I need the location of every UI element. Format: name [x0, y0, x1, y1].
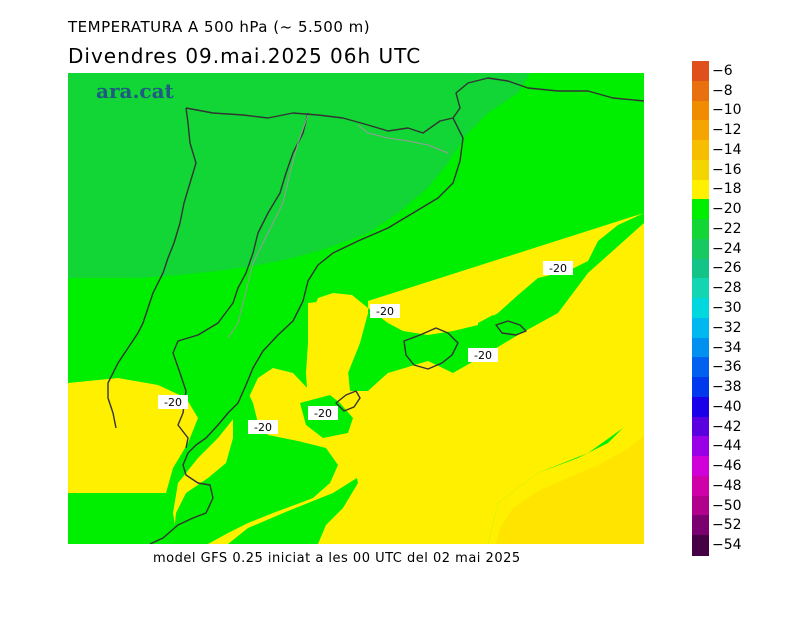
colorbar-label: −44 — [712, 438, 742, 455]
colorbar-segment — [692, 258, 709, 279]
colorbar-label: −8 — [712, 82, 733, 99]
contour-label-box — [308, 406, 338, 420]
colorbar-label: −54 — [712, 537, 742, 554]
temp-lobe-green — [173, 388, 338, 544]
border-north — [107, 107, 197, 429]
temp-band-18-16 — [496, 435, 644, 544]
colorbar-segment — [692, 495, 709, 517]
border-aragon — [227, 114, 309, 339]
contour-label: -20 — [314, 407, 332, 420]
temp-band-24-22 — [68, 73, 530, 278]
colorbar-label: −10 — [712, 102, 742, 119]
colorbar-segment — [692, 100, 709, 121]
temperature-map: -20 -20 -20 -20 -20 -20 ara.cat — [68, 73, 644, 544]
colorbar-label: −30 — [712, 300, 742, 316]
colorbar-segment — [692, 61, 709, 82]
colorbar-segment — [692, 238, 709, 260]
colorbar — [692, 61, 709, 556]
colorbar-label: −42 — [712, 418, 742, 435]
colorbar-segment — [692, 140, 709, 161]
coastline-north — [185, 77, 644, 134]
island-mallorca — [403, 327, 459, 370]
map-title: TEMPERATURA A 500 hPa (~ 5.500 m) — [68, 18, 371, 36]
colorbar-segment — [692, 179, 709, 200]
colorbar-label: −16 — [712, 161, 742, 178]
colorbar-label: −52 — [712, 517, 742, 534]
contour-label-box — [468, 348, 498, 362]
colorbar-segment — [692, 416, 709, 438]
colorbar-segment — [692, 337, 709, 358]
contour-labels: -20 -20 -20 -20 -20 -20 — [158, 261, 573, 434]
contour-label: -20 — [474, 349, 492, 362]
model-footer: model GFS 0.25 iniciat a les 00 UTC del … — [153, 551, 521, 566]
contour-label-box — [248, 420, 278, 434]
colorbar-label: −46 — [712, 458, 742, 475]
island-ibiza — [335, 390, 361, 412]
colorbar-label: −18 — [712, 181, 742, 198]
colorbar-segment — [692, 456, 709, 477]
colorbar-segment — [692, 317, 709, 339]
colorbar-label: −20 — [712, 201, 742, 218]
colorbar-segment — [692, 159, 709, 181]
colorbar-label: −38 — [712, 379, 742, 396]
colorbar-segment — [692, 120, 709, 141]
colorbar-segment — [692, 535, 709, 556]
colorbar-segment — [692, 199, 709, 220]
colorbar-segment — [692, 278, 709, 299]
colorbar-segment — [692, 219, 709, 240]
colorbar-label: −12 — [712, 122, 742, 139]
region-borders — [227, 114, 449, 339]
contour-label-box — [543, 261, 573, 275]
colorbar-label: −6 — [712, 62, 733, 79]
colorbar-label: −22 — [712, 220, 742, 237]
colorbar-segment — [692, 475, 709, 497]
contour-label: -20 — [254, 421, 272, 434]
contour-label: -20 — [376, 305, 394, 318]
temp-band-20-18-east — [488, 213, 644, 544]
contour-label-box — [158, 395, 188, 409]
contour-label: -20 — [164, 396, 182, 409]
colorbar-label: −40 — [712, 398, 742, 415]
colorbar-segment — [692, 298, 709, 319]
ara-cat-logo: ara.cat — [96, 79, 175, 103]
colorbar-label: −36 — [712, 359, 742, 376]
temp-band-20-18-center — [306, 223, 644, 544]
colorbar-label: −32 — [712, 319, 742, 336]
colorbar-segment — [692, 80, 709, 102]
border-catalonia — [357, 124, 449, 154]
colorbar-segment — [692, 357, 709, 378]
contour-label: -20 — [549, 262, 567, 275]
colorbar-segment — [692, 436, 709, 457]
colorbar-segment — [692, 377, 709, 398]
colorbar-segment — [692, 396, 709, 418]
colorbar-label: −48 — [712, 477, 742, 494]
map-date: Divendres 09.mai.2025 06h UTC — [68, 44, 422, 68]
island-menorca — [495, 320, 527, 336]
colorbar-label: −26 — [712, 260, 742, 277]
colorbar-label: −50 — [712, 497, 742, 514]
colorbar-label: −28 — [712, 280, 742, 297]
colorbar-segment — [692, 515, 709, 536]
coastline-main — [149, 117, 464, 544]
colorbar-label: −34 — [712, 339, 742, 356]
contour-label-box — [370, 304, 400, 318]
colorbar-label: −24 — [712, 240, 742, 257]
colorbar-label: −14 — [712, 141, 742, 158]
